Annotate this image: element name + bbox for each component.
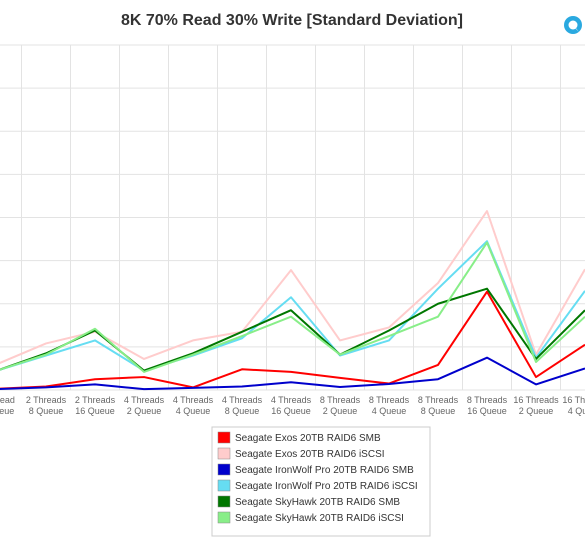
x-tick-label: 16 Queue <box>75 406 115 416</box>
x-tick-label: 8 Threads <box>320 395 361 405</box>
legend-swatch <box>217 511 231 524</box>
legend-swatch <box>217 463 231 476</box>
x-tick-label: 8 Threads <box>369 395 410 405</box>
legend-swatch <box>217 431 231 444</box>
x-tick-label: 8 Queue <box>29 406 64 416</box>
x-tick-label: 8 Queue <box>225 406 260 416</box>
x-tick-label: 1 Thread <box>0 395 15 405</box>
series-line <box>0 210 585 364</box>
series-line <box>0 356 585 391</box>
x-tick-label: 2 Queue <box>323 406 358 416</box>
x-tick-label: 4 Threads <box>124 395 165 405</box>
x-tick-label: 4 Threads <box>271 395 312 405</box>
x-tick-label: 4 Queue <box>568 406 585 416</box>
legend-label: Seagate Exos 20TB RAID6 iSCSI <box>235 449 385 460</box>
x-tick-label: 8 Queue <box>421 406 456 416</box>
series-line <box>0 240 585 372</box>
series-lines <box>0 210 585 391</box>
legend-swatch <box>217 495 231 508</box>
legend-label: Seagate IronWolf Pro 20TB RAID6 iSCSI <box>235 481 418 492</box>
legend-label: Seagate Exos 20TB RAID6 SMB <box>235 433 381 444</box>
x-tick-label: 2 Threads <box>26 395 67 405</box>
x-tick-label: 4 Threads <box>222 395 263 405</box>
x-tick-label: 16 Threads <box>562 395 585 405</box>
x-tick-label: 4 Queue <box>176 406 211 416</box>
x-tick-label: 8 Threads <box>418 395 459 405</box>
legend-box <box>211 426 431 537</box>
legend-swatch <box>217 479 231 492</box>
series-line <box>0 241 585 373</box>
x-tick-label: 4 Queue <box>372 406 407 416</box>
logo-badge-icon <box>564 16 582 34</box>
legend-label: Seagate SkyHawk 20TB RAID6 SMB <box>235 497 400 508</box>
x-tick-label: 8 Threads <box>467 395 508 405</box>
legend: Seagate Exos 20TB RAID6 SMB Seagate Exos … <box>211 426 431 537</box>
x-tick-label: 2 Queue <box>127 406 162 416</box>
legend-label: Seagate IronWolf Pro 20TB RAID6 SMB <box>235 465 414 476</box>
series-line <box>0 290 585 390</box>
x-tick-label: 16 Queue <box>467 406 507 416</box>
x-tick-label: 2 Queue <box>519 406 554 416</box>
legend-swatch <box>217 447 231 460</box>
legend-label: Seagate SkyHawk 20TB RAID6 iSCSI <box>235 513 404 524</box>
x-tick-label: 16 Queue <box>271 406 311 416</box>
x-tick-label: 2 Threads <box>75 395 116 405</box>
x-tick-label: 16 Threads <box>513 395 559 405</box>
gridlines <box>0 44 585 391</box>
x-tick-label: 1 Queue <box>0 406 14 416</box>
chart-title: 8K 70% Read 30% Write [Standard Deviatio… <box>121 12 463 29</box>
x-tick-label: 4 Threads <box>173 395 214 405</box>
series-line <box>0 287 585 372</box>
